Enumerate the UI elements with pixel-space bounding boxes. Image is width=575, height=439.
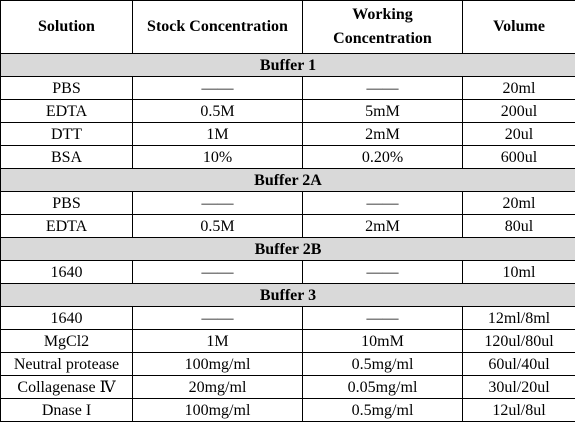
table-row: PBS —— —— 20ml bbox=[0, 191, 575, 215]
cell-volume: 20ul bbox=[462, 122, 575, 146]
cell-volume: 120ul/80ul bbox=[462, 329, 575, 353]
table-row: BSA 10% 0.20% 600ul bbox=[0, 145, 575, 169]
cell-solution: Neutral protease bbox=[0, 352, 133, 376]
cell-solution: PBS bbox=[0, 191, 133, 215]
table-row: Collagenase Ⅳ 20mg/ml 0.05mg/ml 30ul/20ul bbox=[0, 375, 575, 399]
cell-working-concentration: 0.5mg/ml bbox=[302, 352, 463, 376]
cell-working-concentration: —— bbox=[302, 260, 463, 284]
table-row: EDTA 0.5M 5mM 200ul bbox=[0, 99, 575, 123]
table-body: Buffer 1 PBS —— —— 20ml EDTA 0.5M 5mM 200ul DTT 1M… bbox=[0, 53, 575, 422]
table-row: PBS —— —— 20ml bbox=[0, 76, 575, 100]
cell-stock-concentration: —— bbox=[132, 260, 303, 284]
cell-stock-concentration: —— bbox=[132, 191, 303, 215]
cell-volume: 600ul bbox=[462, 145, 575, 169]
cell-volume: 12ml/8ml bbox=[462, 306, 575, 330]
cell-stock-concentration: 0.5M bbox=[132, 214, 303, 238]
cell-solution: PBS bbox=[0, 76, 133, 100]
cell-stock-concentration: 1M bbox=[132, 329, 303, 353]
cell-working-concentration: 0.5mg/ml bbox=[302, 398, 463, 422]
cell-stock-concentration: 10% bbox=[132, 145, 303, 169]
reagents-table: Solution Stock Concentration Working Con… bbox=[0, 0, 575, 422]
cell-working-concentration: 0.20% bbox=[302, 145, 463, 169]
cell-stock-concentration: 100mg/ml bbox=[132, 352, 303, 376]
cell-working-concentration: —— bbox=[302, 306, 463, 330]
section-header-row: Buffer 2A bbox=[0, 168, 575, 192]
header-working-concentration: Working Concentration bbox=[302, 0, 463, 54]
cell-stock-concentration: 20mg/ml bbox=[132, 375, 303, 399]
section-header-row: Buffer 2B bbox=[0, 237, 575, 261]
section-header-row: Buffer 1 bbox=[0, 53, 575, 77]
cell-volume: 30ul/20ul bbox=[462, 375, 575, 399]
cell-solution: EDTA bbox=[0, 99, 133, 123]
section-title: Buffer 2A bbox=[0, 168, 575, 192]
cell-working-concentration: 0.05mg/ml bbox=[302, 375, 463, 399]
section-title: Buffer 1 bbox=[0, 53, 575, 77]
cell-solution: MgCl2 bbox=[0, 329, 133, 353]
table-row: EDTA 0.5M 2mM 80ul bbox=[0, 214, 575, 238]
table-row: Neutral protease 100mg/ml 0.5mg/ml 60ul/40u… bbox=[0, 352, 575, 376]
cell-stock-concentration: —— bbox=[132, 306, 303, 330]
header-solution: Solution bbox=[0, 0, 133, 54]
table-row: MgCl2 1M 10mM 120ul/80ul bbox=[0, 329, 575, 353]
section-header-row: Buffer 3 bbox=[0, 283, 575, 307]
cell-solution: DTT bbox=[0, 122, 133, 146]
cell-volume: 200ul bbox=[462, 99, 575, 123]
cell-stock-concentration: —— bbox=[132, 76, 303, 100]
cell-volume: 10ml bbox=[462, 260, 575, 284]
header-stock-concentration: Stock Concentration bbox=[132, 0, 303, 54]
section-title: Buffer 2B bbox=[0, 237, 575, 261]
cell-solution: Dnase I bbox=[0, 398, 133, 422]
cell-solution: Collagenase Ⅳ bbox=[0, 375, 133, 399]
cell-working-concentration: 5mM bbox=[302, 99, 463, 123]
cell-stock-concentration: 1M bbox=[132, 122, 303, 146]
cell-stock-concentration: 0.5M bbox=[132, 99, 303, 123]
section-title: Buffer 3 bbox=[0, 283, 575, 307]
header-row: Solution Stock Concentration Working Con… bbox=[0, 0, 575, 54]
cell-solution: 1640 bbox=[0, 260, 133, 284]
table-row: 1640 —— —— 12ml/8ml bbox=[0, 306, 575, 330]
table-header: Solution Stock Concentration Working Con… bbox=[0, 0, 575, 54]
cell-working-concentration: —— bbox=[302, 191, 463, 215]
cell-volume: 80ul bbox=[462, 214, 575, 238]
cell-volume: 12ul/8ul bbox=[462, 398, 575, 422]
table-row: 1640 —— —— 10ml bbox=[0, 260, 575, 284]
cell-working-concentration: 2mM bbox=[302, 214, 463, 238]
cell-volume: 60ul/40ul bbox=[462, 352, 575, 376]
header-volume: Volume bbox=[462, 0, 575, 54]
cell-working-concentration: —— bbox=[302, 76, 463, 100]
cell-working-concentration: 2mM bbox=[302, 122, 463, 146]
cell-working-concentration: 10mM bbox=[302, 329, 463, 353]
table-row: DTT 1M 2mM 20ul bbox=[0, 122, 575, 146]
cell-solution: 1640 bbox=[0, 306, 133, 330]
cell-solution: EDTA bbox=[0, 214, 133, 238]
table-row: Dnase I 100mg/ml 0.5mg/ml 12ul/8ul bbox=[0, 398, 575, 422]
cell-stock-concentration: 100mg/ml bbox=[132, 398, 303, 422]
cell-solution: BSA bbox=[0, 145, 133, 169]
cell-volume: 20ml bbox=[462, 76, 575, 100]
cell-volume: 20ml bbox=[462, 191, 575, 215]
